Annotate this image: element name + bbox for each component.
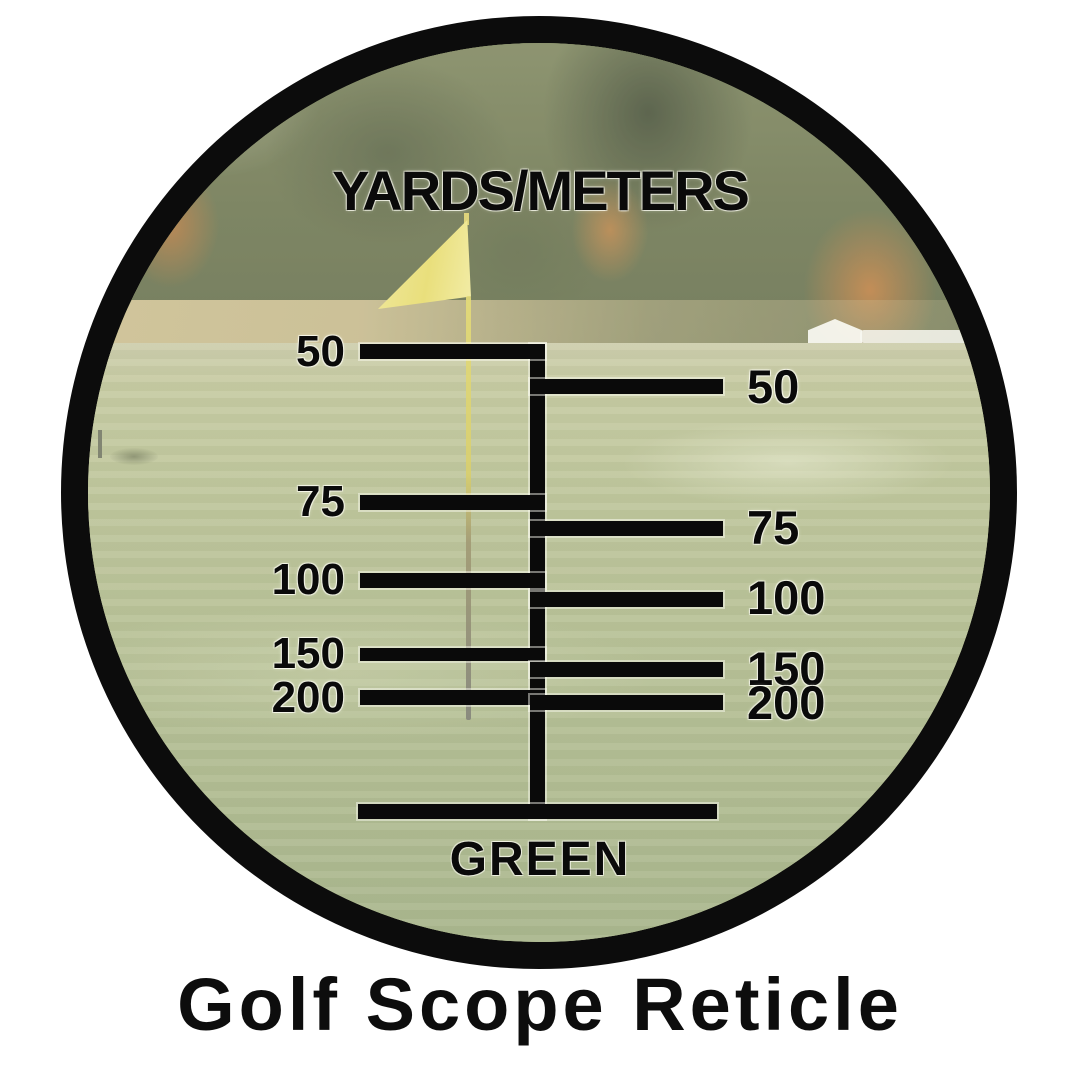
left-tick-200 (360, 690, 545, 705)
right-scale-label-75: 75 (747, 501, 800, 554)
left-scale-label-150: 150 (271, 629, 345, 678)
distant-buildings (860, 330, 990, 343)
right-scale-label-200: 200 (747, 676, 826, 729)
bush-silhouette (110, 448, 158, 465)
right-tick-75 (530, 521, 723, 536)
right-scale-label-150: 150 (747, 642, 826, 695)
units-title: YARDS/METERS (332, 159, 750, 222)
distance-post (98, 430, 102, 458)
left-scale-label-50: 50 (296, 327, 345, 376)
flag-pole-tip (464, 213, 469, 225)
left-tick-150 (360, 648, 545, 661)
right-tick-200 (530, 695, 723, 710)
green-baseline (358, 804, 717, 819)
right-tick-150 (530, 662, 723, 677)
left-tick-100 (360, 573, 545, 588)
left-scale-label-75: 75 (296, 477, 345, 526)
right-tick-100 (530, 592, 723, 607)
left-scale-label-100: 100 (271, 555, 345, 604)
tree-line (88, 43, 990, 343)
left-tick-75 (360, 495, 545, 510)
left-scale-label-200: 200 (271, 673, 345, 722)
left-tick-50 (360, 344, 545, 359)
green-label: GREEN (449, 833, 631, 886)
right-tick-50 (530, 379, 723, 394)
image-caption: Golf Scope Reticle (177, 963, 903, 1046)
right-scale-label-100: 100 (747, 571, 826, 624)
right-scale-label-50: 50 (747, 360, 800, 413)
